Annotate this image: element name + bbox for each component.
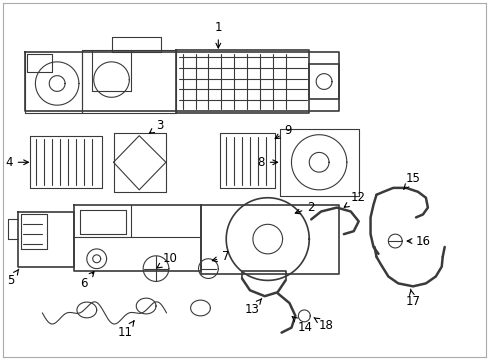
Text: 15: 15 — [403, 171, 420, 189]
Text: 14: 14 — [292, 316, 312, 334]
Text: 18: 18 — [313, 318, 333, 332]
Text: 8: 8 — [257, 156, 277, 169]
Text: 16: 16 — [407, 235, 430, 248]
Text: 9: 9 — [275, 124, 291, 139]
Text: 7: 7 — [212, 250, 229, 263]
Text: 1: 1 — [214, 21, 222, 48]
Text: 11: 11 — [118, 321, 134, 339]
Text: 17: 17 — [405, 289, 420, 307]
Text: 10: 10 — [157, 252, 178, 268]
Text: 13: 13 — [244, 298, 261, 316]
Text: 3: 3 — [149, 120, 163, 133]
Text: 6: 6 — [80, 272, 94, 290]
Text: 12: 12 — [344, 191, 365, 207]
Text: 2: 2 — [295, 201, 314, 214]
Text: 5: 5 — [7, 269, 19, 287]
Text: 4: 4 — [5, 156, 28, 169]
